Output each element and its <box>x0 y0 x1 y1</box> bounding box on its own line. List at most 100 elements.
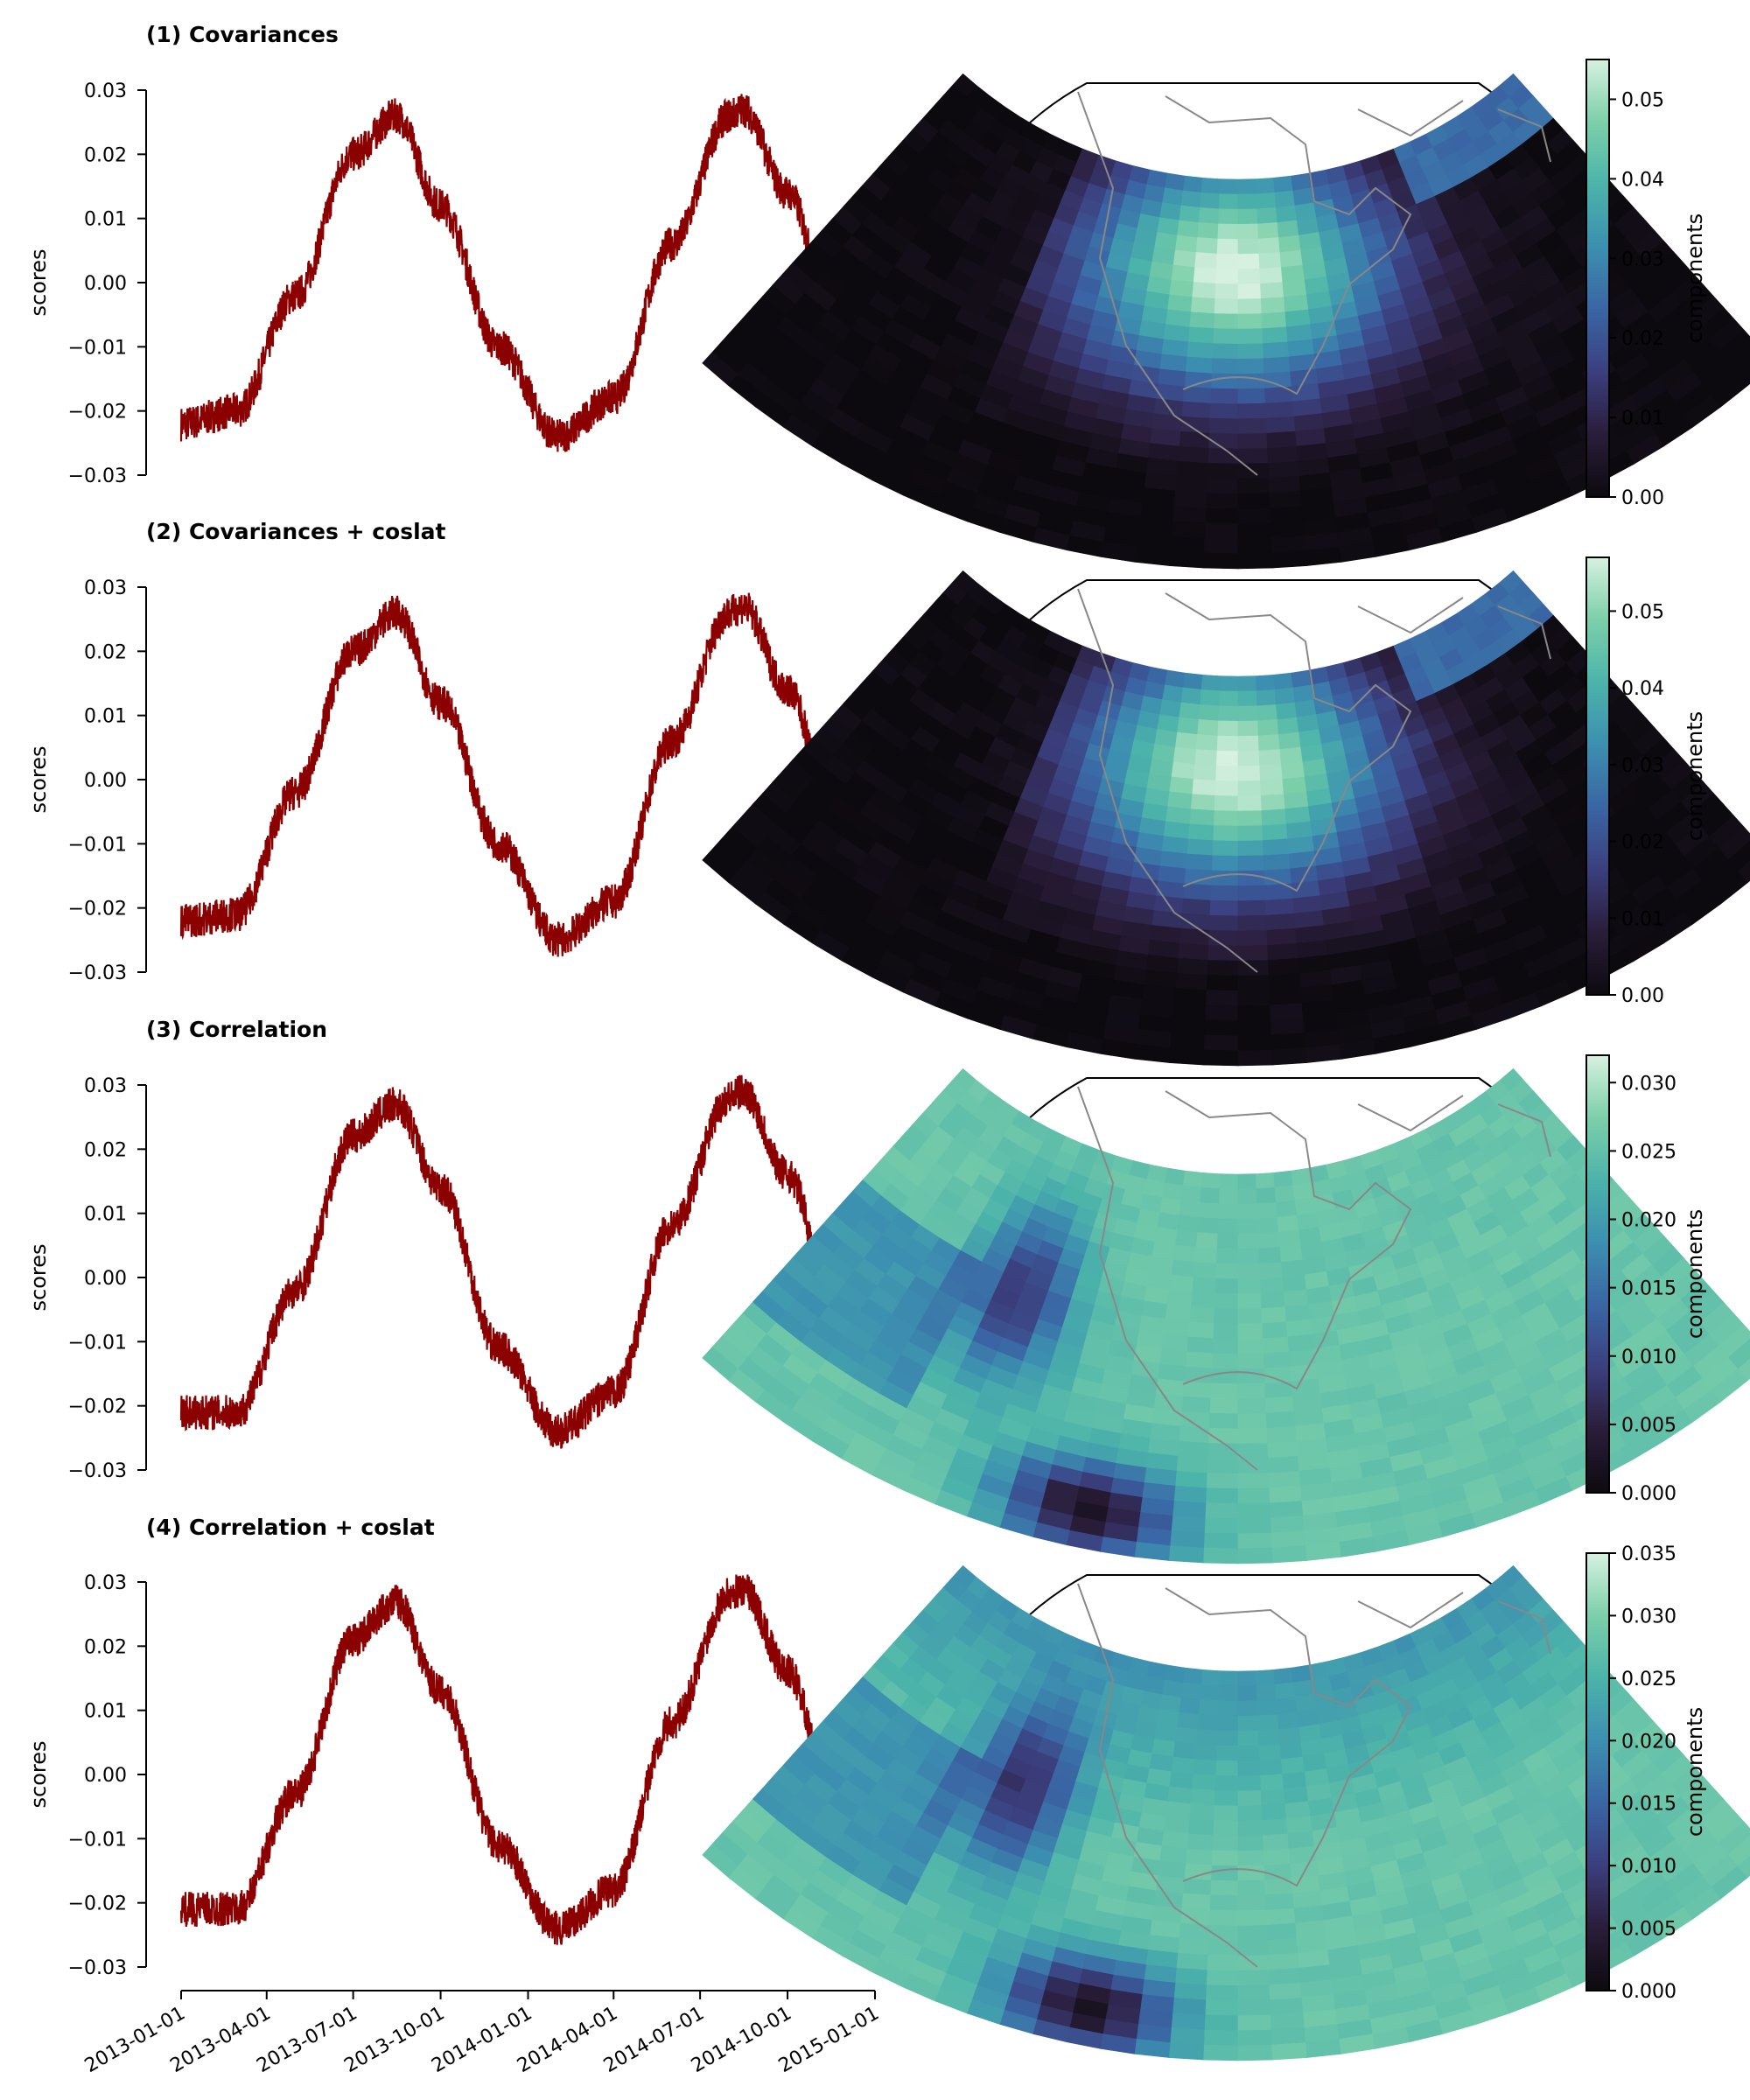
map-cell <box>1237 1924 1268 1942</box>
map-cell <box>1177 1712 1200 1730</box>
map-cell <box>1271 1545 1308 1564</box>
map-cell <box>1269 1982 1303 2001</box>
map-cell <box>1193 1262 1217 1279</box>
map-cell <box>1237 1970 1270 1986</box>
map-cell <box>1257 1729 1281 1746</box>
map-cell <box>1265 416 1296 434</box>
map-cell <box>1277 1214 1299 1233</box>
map-cell <box>1176 957 1209 976</box>
colorbar-tick-label: 0.005 <box>1621 1415 1676 1437</box>
map-cell <box>1215 1745 1239 1762</box>
map-cell <box>1179 1200 1200 1218</box>
map-cell <box>1237 358 1265 374</box>
map-cell <box>1257 1232 1281 1250</box>
map-cell <box>1218 1700 1239 1717</box>
map-cell <box>1283 1289 1309 1308</box>
map-cell <box>1237 1412 1268 1430</box>
map-cell <box>1261 808 1287 826</box>
map-cell <box>1218 690 1239 707</box>
y-tick-label: 0.02 <box>84 144 127 166</box>
map-cell <box>1211 870 1239 886</box>
map-cell <box>1237 1049 1273 1067</box>
map-cell <box>1171 1018 1207 1036</box>
map-cell <box>1237 313 1263 330</box>
colorbar-tick-label: 0.02 <box>1621 328 1664 350</box>
colorbar-label: components <box>1683 711 1707 841</box>
map-cell <box>1167 1289 1194 1308</box>
map-cell <box>1728 343 1750 374</box>
map-cell <box>1738 363 1750 387</box>
map-cell <box>1204 1019 1239 1037</box>
map-cell <box>1237 1715 1259 1732</box>
map-cell <box>1165 669 1186 689</box>
map-cell <box>1200 1186 1221 1205</box>
map-cell <box>1217 720 1239 737</box>
map-cell <box>1237 1670 1257 1687</box>
map-cell <box>1291 172 1312 192</box>
map-cell <box>1237 1820 1264 1837</box>
map-field <box>702 1564 1750 2062</box>
map-cell <box>1728 840 1750 872</box>
map-cell <box>1285 1319 1313 1338</box>
y-tick-label: −0.01 <box>68 1332 127 1354</box>
map-cell <box>1237 870 1265 886</box>
map-cell <box>1269 1485 1303 1504</box>
map-cell <box>1176 1952 1209 1970</box>
map-cell <box>1270 1501 1304 1519</box>
y-tick-label: 0.02 <box>84 1636 127 1658</box>
map-cell <box>1237 900 1267 917</box>
map-cell <box>1237 1473 1270 1489</box>
map-cell <box>1261 1306 1287 1324</box>
map-cell <box>1738 1358 1750 1382</box>
map-cell <box>1171 1756 1196 1774</box>
map-cell <box>1284 309 1312 328</box>
map-cell <box>1167 791 1194 810</box>
map-cell <box>1270 1003 1304 1021</box>
map-cell <box>1214 1805 1239 1822</box>
y-tick-label: −0.02 <box>68 899 127 920</box>
map-cell <box>1237 1173 1257 1190</box>
map-cell <box>1163 1816 1191 1835</box>
map-cell <box>1260 297 1286 314</box>
map-cell <box>1237 1248 1261 1265</box>
map-cell <box>1192 779 1216 796</box>
map-cell <box>1200 674 1222 692</box>
map-cell <box>1237 1984 1270 2001</box>
map-cell <box>1171 521 1207 539</box>
map-cell <box>1237 1835 1264 1852</box>
map-cell <box>1262 1321 1289 1340</box>
colorbar-tick-label: 0.000 <box>1621 1981 1676 2003</box>
x-tick-label: 2015-01-01 <box>775 2003 883 2078</box>
y-tick-label: 0.03 <box>84 578 127 599</box>
map-cell <box>1278 732 1302 750</box>
colorbar-tick-label: 0.035 <box>1621 1544 1676 1565</box>
map-cell <box>1237 1443 1269 1460</box>
map-cell <box>1204 2014 1239 2032</box>
map-cell <box>1134 1044 1172 1063</box>
map-cell <box>1237 795 1263 812</box>
map-cell <box>1237 1203 1258 1220</box>
map-cell <box>1194 252 1218 270</box>
map-cell <box>1291 1664 1312 1684</box>
map-cell <box>1197 1714 1219 1732</box>
map-cell <box>1180 687 1202 705</box>
map-cell <box>1256 1699 1278 1717</box>
y-tick-label: −0.01 <box>68 337 127 359</box>
map-cell <box>1270 1018 1306 1036</box>
map-cell <box>1176 1455 1209 1474</box>
map-cell <box>1270 1032 1306 1051</box>
map-cell <box>1200 1172 1222 1190</box>
map-cell <box>1255 674 1276 692</box>
map-cell <box>1161 1830 1189 1850</box>
map-cell <box>1262 823 1289 842</box>
map-cell <box>1274 1185 1296 1203</box>
map-cell <box>1183 386 1212 404</box>
map-cell <box>1203 2044 1239 2062</box>
y-tick-label: 0.02 <box>84 641 127 663</box>
map-cell <box>1261 312 1287 329</box>
map-cell <box>1276 1697 1298 1715</box>
y-tick-label: −0.01 <box>68 834 127 856</box>
map-cell <box>1206 990 1239 1006</box>
map-cell <box>1215 268 1239 285</box>
